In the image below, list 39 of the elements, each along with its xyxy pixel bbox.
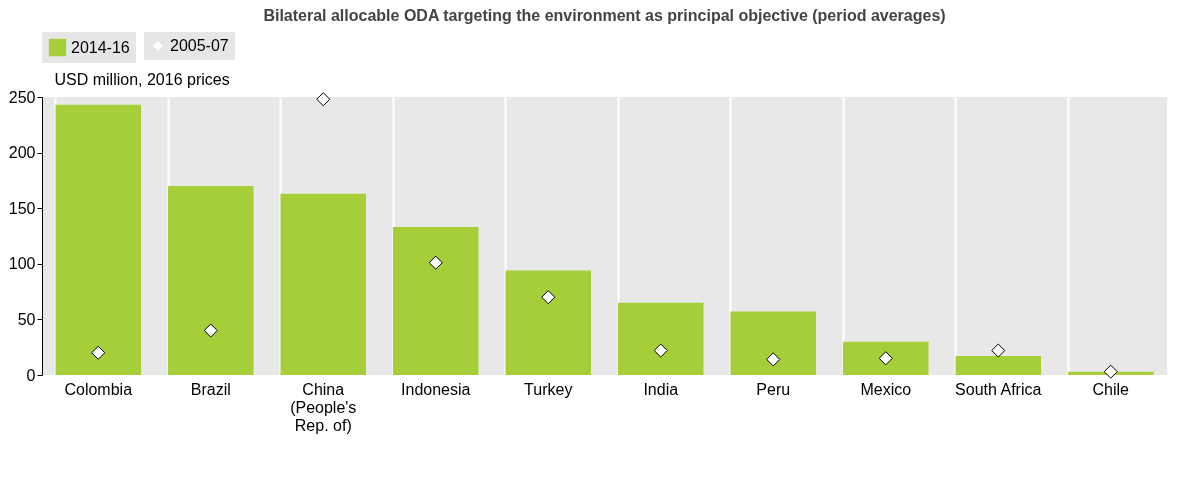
point (1103, 364, 1118, 379)
bar (280, 193, 366, 375)
x-tick-label: Peru (756, 380, 791, 398)
x-tick-label: India (643, 380, 679, 398)
y-tick-label: 200 (8, 144, 36, 162)
x-tick-label: Colombia (64, 380, 133, 398)
bar (393, 227, 479, 375)
x-tick-label: Indonesia (401, 380, 471, 398)
point (991, 343, 1006, 358)
y-tick-label: 150 (8, 199, 36, 217)
x-tick-label: Chile (1092, 380, 1130, 398)
legend-label: 2005-07 (170, 37, 229, 54)
y-tick-label: 0 (26, 366, 36, 384)
point (653, 343, 668, 358)
point (878, 351, 893, 366)
y-tick-label: 100 (8, 255, 36, 273)
point (766, 352, 781, 367)
x-tick-label: South Africa (955, 380, 1042, 398)
x-tick-label: China (People's Rep. of) (290, 380, 357, 434)
x-tick-label: Turkey (524, 380, 573, 398)
point (541, 290, 556, 305)
point (428, 255, 443, 270)
chart-title: Bilateral allocable ODA targeting the environment as principal objective (period averages) (263, 7, 946, 24)
y-tick-label: 50 (17, 310, 36, 328)
y-tick-label: 250 (8, 88, 36, 106)
point (203, 323, 218, 338)
x-tick-label: Brazil (190, 380, 231, 398)
bar (505, 270, 591, 375)
bar (843, 341, 929, 375)
bar (618, 302, 704, 375)
point (316, 92, 331, 107)
x-tick-label: Mexico (860, 380, 912, 398)
y-axis-title: USD million, 2016 prices (54, 70, 230, 88)
bar (168, 185, 254, 375)
bar (730, 311, 816, 375)
bar (55, 104, 141, 375)
bar (955, 356, 1041, 375)
legend-label: 2014-16 (71, 38, 130, 56)
point (91, 345, 106, 360)
